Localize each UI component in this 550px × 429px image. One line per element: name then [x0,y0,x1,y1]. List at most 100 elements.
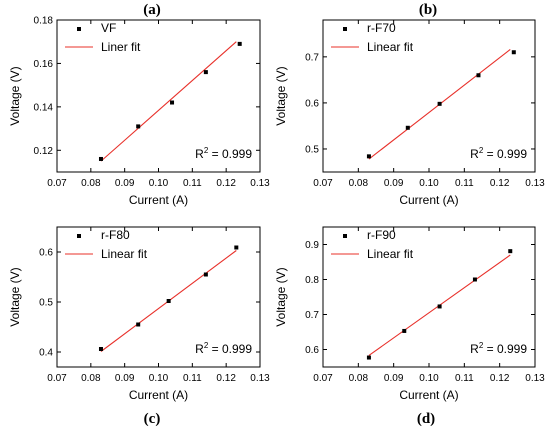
y-tick-label: 0.6 [305,98,319,109]
x-tick-label: 0.11 [455,373,474,384]
x-tick-label: 0.07 [313,178,333,189]
y-axis-label: Voltage (V) [274,267,288,326]
panel-letter: (c) [144,411,161,427]
r-squared-sup: 2 [479,146,484,155]
y-tick-label: 0.9 [305,240,319,251]
x-tick-label: 0.11 [183,373,202,384]
r-squared-label: R2 = 0.999 [195,341,252,356]
y-tick-label: 0.14 [34,102,54,113]
panel-letter: (b) [419,2,437,18]
legend-marker [343,234,347,238]
x-axis-label: Current (A) [129,388,188,402]
data-point [203,272,208,277]
y-tick-label: 0.12 [34,146,54,157]
x-tick-label: 0.09 [384,373,404,384]
x-axis-label: Current (A) [399,193,458,207]
x-tick-label: 0.07 [47,373,67,384]
data-point [508,249,513,254]
r-squared-prefix: R [470,147,479,161]
chart-panel: (c) 0.07 0.08 0.09 0.10 0.11 0.12 0.13 0.4 0.5 0.6… [8,226,270,427]
data-point [402,328,407,333]
y-tick-label: 0.18 [34,16,54,27]
data-point [203,70,208,75]
legend-marker [77,234,81,238]
data-point [234,245,239,250]
y-tick-label: 0.7 [305,310,319,321]
r-squared-label: R2 = 0.999 [470,146,527,161]
chart-panel: (b) 0.07 0.08 0.09 0.10 0.11 0.12 0.13 0.5 0.6 0.7… [274,2,545,207]
chart-panel: (a) 0.07 0.08 0.09 0.10 0.11 0.12 0.13 0.12 0.14 0… [8,2,270,207]
x-tick-label: 0.09 [384,178,404,189]
data-point [98,347,103,351]
legend-label: r-F90 [367,228,396,242]
data-point [166,299,171,303]
data-point [98,156,103,161]
r-squared-sup: 2 [204,341,209,350]
x-tick-label: 0.10 [419,178,439,189]
r-squared-value: = 0.999 [483,147,527,161]
legend-marker [77,27,81,31]
r-squared-prefix: R [470,342,479,356]
x-tick-label: 0.07 [47,178,67,189]
r-squared-prefix: R [195,147,204,161]
x-tick-label: 0.09 [115,373,135,384]
y-tick-label: 0.16 [34,59,54,70]
r-squared-sup: 2 [479,341,484,350]
r-squared-value: = 0.999 [208,147,252,161]
data-point [437,101,442,106]
y-tick-label: 0.6 [39,248,53,259]
x-tick-label: 0.12 [490,178,510,189]
x-tick-label: 0.13 [525,373,545,384]
y-axis-label: Voltage (V) [8,66,22,125]
panel-letter: (a) [143,2,161,18]
x-tick-label: 0.11 [183,178,202,189]
data-point [237,41,242,46]
legend-label: VF [101,21,116,35]
x-tick-label: 0.08 [81,373,101,384]
x-tick-label: 0.13 [250,373,270,384]
y-tick-label: 0.5 [305,144,319,155]
r-squared-sup: 2 [204,146,209,155]
data-point [366,154,371,159]
y-tick-label: 0.6 [305,345,319,356]
x-tick-label: 0.10 [419,373,439,384]
data-point [170,100,175,105]
data-point [437,304,442,309]
y-tick-label: 0.7 [305,52,319,63]
x-tick-label: 0.10 [149,178,169,189]
x-tick-label: 0.08 [349,178,369,189]
x-tick-label: 0.12 [490,373,510,384]
data-point [472,277,477,282]
legend-label: Linear fit [367,40,414,54]
y-tick-label: 0.4 [39,348,53,359]
r-squared-prefix: R [195,342,204,356]
x-axis-label: Current (A) [129,193,188,207]
x-tick-label: 0.12 [216,373,236,384]
y-axis-label: Voltage (V) [274,66,288,125]
r-squared-value: = 0.999 [208,342,252,356]
data-point [511,50,516,55]
x-tick-label: 0.08 [349,373,369,384]
data-point [136,322,141,327]
x-tick-label: 0.11 [455,178,474,189]
fit-line [100,41,237,162]
data-point [366,355,371,360]
legend-label: r-F70 [367,21,396,35]
r-squared-label: R2 = 0.999 [470,341,527,356]
x-axis-label: Current (A) [399,388,458,402]
legend-label: Liner fit [101,40,141,54]
y-axis-label: Voltage (V) [8,267,22,326]
x-tick-label: 0.13 [250,178,270,189]
data-point [405,125,410,130]
y-tick-label: 0.5 [39,298,53,309]
legend-label: r-F80 [101,228,130,242]
legend-label: Linear fit [101,247,148,261]
x-tick-label: 0.09 [115,178,135,189]
y-tick-label: 0.8 [305,275,319,286]
x-tick-label: 0.12 [216,178,236,189]
x-tick-label: 0.07 [313,373,333,384]
x-tick-label: 0.13 [525,178,545,189]
r-squared-value: = 0.999 [483,342,527,356]
panel-letter: (d) [417,411,435,427]
